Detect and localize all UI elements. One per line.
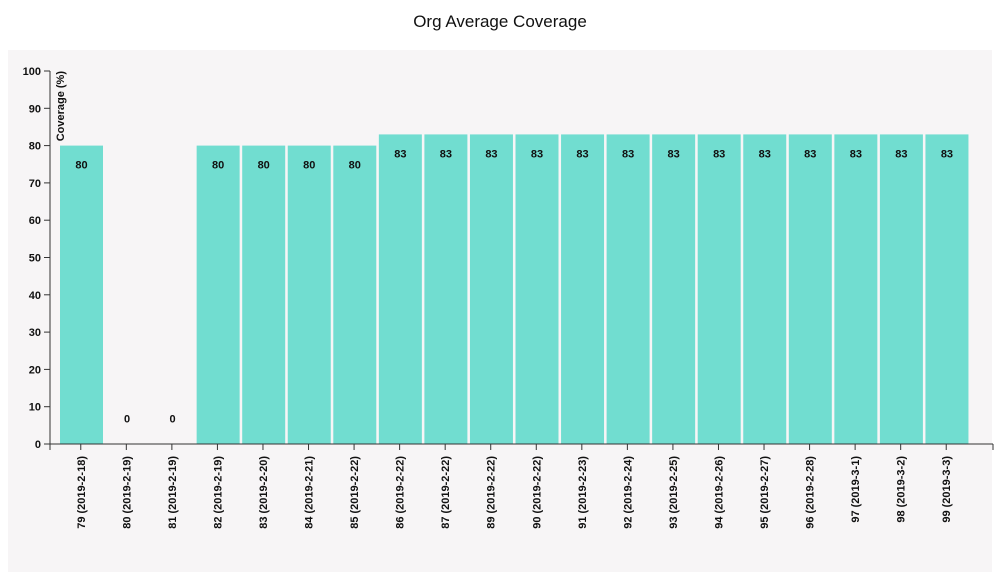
bar <box>424 134 468 444</box>
bar-value-label: 83 <box>850 148 862 160</box>
x-tick-label: 89 (2019-2-22) <box>486 456 498 529</box>
bars-group <box>60 134 969 444</box>
bar <box>879 134 923 444</box>
bar <box>333 145 377 444</box>
y-axis-title: Coverage (%) <box>55 71 67 142</box>
bar-value-label: 80 <box>258 160 270 172</box>
bar <box>242 145 286 444</box>
bar-value-label: 83 <box>622 148 634 160</box>
x-tick-label: 86 (2019-2-22) <box>395 456 407 529</box>
bar <box>697 134 741 444</box>
bar <box>469 134 513 444</box>
bar-value-label: 83 <box>668 148 680 160</box>
y-tick-label: 30 <box>29 327 41 339</box>
y-axis: 0 10 20 30 40 50 60 70 80 90 100 <box>23 66 51 451</box>
x-tick-label: 83 (2019-2-20) <box>258 456 270 529</box>
bar <box>378 134 422 444</box>
bar-value-label: 83 <box>941 148 953 160</box>
bar-value-label: 0 <box>170 414 176 426</box>
x-tick-label: 96 (2019-2-28) <box>805 456 817 529</box>
chart-title: Org Average Coverage <box>413 12 587 31</box>
y-tick-label: 10 <box>29 402 41 414</box>
x-tick-label: 93 (2019-2-25) <box>668 456 680 529</box>
x-tick-label: 80 (2019-2-19) <box>121 456 133 529</box>
x-axis: 79 (2019-2-18) 80 (2019-2-19) 81 (2019-2-1… <box>49 443 994 529</box>
bar-value-label: 0 <box>124 414 130 426</box>
y-tick-label: 70 <box>29 178 41 190</box>
y-tick-label: 60 <box>29 215 41 227</box>
bar-value-label: 80 <box>75 160 87 172</box>
x-tick-label: 87 (2019-2-22) <box>440 456 452 529</box>
x-tick-label: 81 (2019-2-19) <box>167 456 179 529</box>
x-tick-label: 82 (2019-2-19) <box>212 456 224 529</box>
x-tick-label: 98 (2019-3-2) <box>896 456 908 523</box>
bar <box>788 134 832 444</box>
bar-value-label: 83 <box>440 148 452 160</box>
bar-value-label: 80 <box>349 160 361 172</box>
x-tick-label: 95 (2019-2-27) <box>759 456 771 529</box>
bar <box>652 134 696 444</box>
bar <box>561 134 605 444</box>
bar-value-label: 80 <box>303 160 315 172</box>
x-tick-label: 91 (2019-2-23) <box>577 456 589 529</box>
y-tick-label: 80 <box>29 141 41 153</box>
x-tick-label: 94 (2019-2-26) <box>713 456 725 529</box>
y-tick-label: 50 <box>29 253 41 265</box>
bar-value-label: 83 <box>804 148 816 160</box>
bar <box>60 145 103 444</box>
x-tick-label: 84 (2019-2-21) <box>304 456 316 529</box>
bar-value-label: 83 <box>713 148 725 160</box>
x-tick-label: 85 (2019-2-22) <box>349 456 361 529</box>
y-tick-label: 0 <box>35 439 41 451</box>
bar-value-label: 83 <box>394 148 406 160</box>
bar <box>515 134 559 444</box>
y-tick-label: 100 <box>23 66 41 78</box>
bar-labels-group: 80 0 0 80 80 80 80 83 83 83 83 83 83 83 83 83 83 83 83 83 <box>75 148 953 425</box>
bar-value-label: 83 <box>485 148 497 160</box>
bar-value-label: 80 <box>212 160 224 172</box>
bar-value-label: 83 <box>895 148 907 160</box>
bar-value-label: 83 <box>759 148 771 160</box>
x-tick-label: 90 (2019-2-22) <box>531 456 543 529</box>
bar <box>287 145 331 444</box>
bar-value-label: 83 <box>576 148 588 160</box>
x-tick-label: 79 (2019-2-18) <box>76 456 88 529</box>
x-tick-label: 92 (2019-2-24) <box>622 456 634 529</box>
y-tick-label: 40 <box>29 290 41 302</box>
x-tick-label: 99 (2019-3-3) <box>941 456 953 523</box>
bar <box>606 134 650 444</box>
y-tick-label: 90 <box>29 103 41 115</box>
x-tick-label: 97 (2019-3-1) <box>850 456 862 523</box>
bar <box>925 134 969 444</box>
bar <box>743 134 787 444</box>
bar-value-label: 83 <box>531 148 543 160</box>
bar <box>196 145 240 444</box>
y-tick-label: 20 <box>29 364 41 376</box>
bar <box>834 134 878 444</box>
